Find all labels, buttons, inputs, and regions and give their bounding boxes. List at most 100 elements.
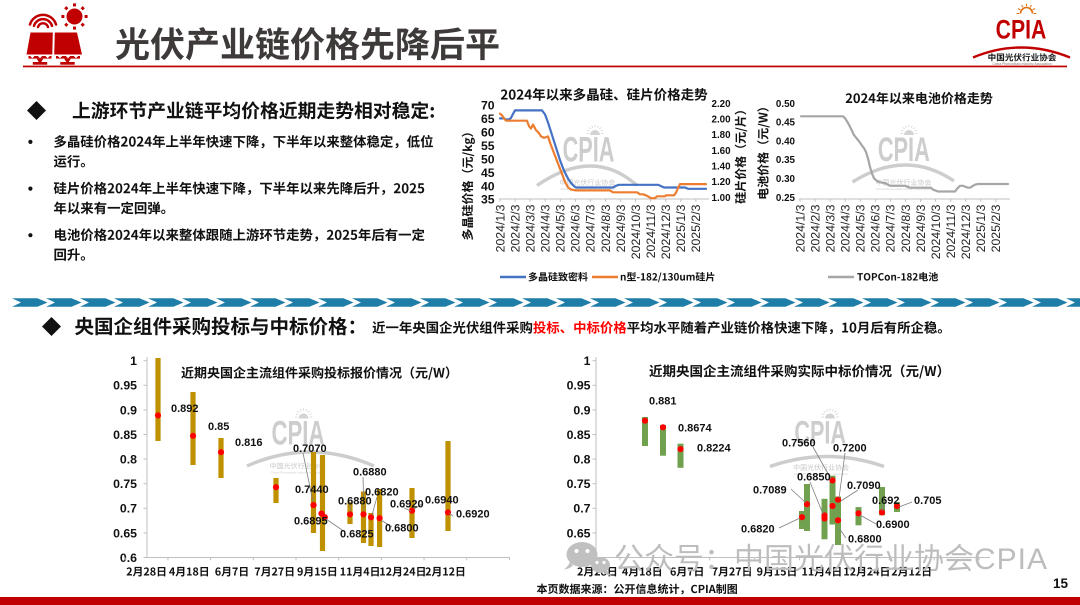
svg-text:0.7070: 0.7070 [293, 443, 327, 455]
svg-text:0.75: 0.75 [567, 477, 591, 491]
svg-text:1.00: 1.00 [712, 193, 732, 204]
svg-text:2024/12/3: 2024/12/3 [659, 204, 673, 259]
svg-text:CPIA: CPIA [878, 131, 930, 169]
svg-text:0.6920: 0.6920 [456, 509, 490, 521]
svg-text:2024/11/3: 2024/11/3 [644, 204, 658, 258]
svg-text:2024/7/3: 2024/7/3 [584, 204, 598, 252]
svg-text:2025/1/3: 2025/1/3 [674, 204, 688, 252]
svg-text:China Photovoltaic Industry As: China Photovoltaic Industry Association [560, 187, 614, 191]
svg-text:0.85: 0.85 [113, 428, 137, 442]
svg-text:0.6800: 0.6800 [385, 523, 419, 535]
svg-text:2024/6/3: 2024/6/3 [869, 204, 883, 252]
svg-text:40: 40 [481, 179, 495, 193]
svg-text:35: 35 [481, 193, 495, 207]
svg-text:2024/12/3: 2024/12/3 [959, 204, 973, 259]
svg-text:2024/6/3: 2024/6/3 [569, 204, 583, 252]
svg-text:China Photovoltaic Industry As: China Photovoltaic Industry Association [794, 472, 848, 476]
svg-text:2025/2/3: 2025/2/3 [689, 204, 703, 252]
svg-text:1.80: 1.80 [712, 130, 732, 141]
svg-text:0.7090: 0.7090 [847, 480, 881, 492]
svg-text:0.7440: 0.7440 [295, 484, 329, 496]
svg-text:0.45: 0.45 [776, 118, 796, 129]
svg-text:2024/8/3: 2024/8/3 [899, 204, 913, 252]
svg-text:0.6: 0.6 [120, 551, 137, 565]
svg-text:0.6880: 0.6880 [353, 467, 387, 479]
svg-text:0.65: 0.65 [113, 526, 137, 540]
svg-text:China Photovoltaic Industry As: China Photovoltaic Industry Association [876, 187, 930, 191]
svg-text:50: 50 [481, 152, 495, 166]
svg-text:1: 1 [584, 354, 591, 368]
svg-text:0.85: 0.85 [208, 421, 229, 433]
svg-text:1.60: 1.60 [712, 146, 732, 157]
svg-text:0.7200: 0.7200 [833, 443, 867, 455]
svg-text:0.892: 0.892 [171, 403, 199, 415]
svg-text:CPIA: CPIA [974, 543, 1048, 576]
svg-text:China Photovoltaic Industry As: China Photovoltaic Industry Association [271, 471, 325, 475]
svg-text:0.692: 0.692 [872, 495, 900, 507]
svg-text:2024/7/3: 2024/7/3 [884, 204, 898, 252]
svg-text:CPIA: CPIA [996, 15, 1047, 45]
svg-text:0.7089: 0.7089 [753, 485, 787, 497]
svg-text:China Photovoltaic Industry As: China Photovoltaic Industry Association [992, 62, 1051, 66]
svg-text:0.30: 0.30 [776, 174, 796, 185]
svg-text:0.6895: 0.6895 [294, 516, 328, 528]
svg-text:1: 1 [130, 354, 137, 368]
svg-text:2024/9/3: 2024/9/3 [614, 204, 628, 252]
svg-text:2024/11/3: 2024/11/3 [944, 204, 958, 258]
svg-text:2024/2/3: 2024/2/3 [508, 204, 522, 252]
svg-text:2024/5/3: 2024/5/3 [554, 204, 568, 252]
svg-text:0.6825: 0.6825 [340, 529, 374, 541]
svg-text:0.50: 0.50 [776, 99, 796, 110]
svg-text:0.7: 0.7 [573, 502, 590, 516]
svg-text:0.6880: 0.6880 [338, 496, 372, 508]
svg-text:2024/4/3: 2024/4/3 [539, 204, 553, 252]
svg-text:2024/9/3: 2024/9/3 [914, 204, 928, 252]
svg-text:2024/3/3: 2024/3/3 [823, 204, 837, 252]
svg-text:2024/5/3: 2024/5/3 [854, 204, 868, 252]
svg-text:0.40: 0.40 [776, 136, 796, 147]
svg-text:2024/10/3: 2024/10/3 [929, 204, 943, 259]
svg-text:0.6820: 0.6820 [741, 524, 775, 536]
svg-text:2024/10/3: 2024/10/3 [629, 204, 643, 259]
svg-text:0.35: 0.35 [776, 155, 796, 166]
svg-text:0.8674: 0.8674 [678, 423, 713, 435]
svg-text:2024/1/3: 2024/1/3 [493, 204, 507, 252]
svg-text:0.6850: 0.6850 [797, 472, 831, 484]
svg-text:0.25: 0.25 [776, 193, 796, 204]
svg-text:0.7560: 0.7560 [782, 438, 816, 450]
svg-text:2025/1/3: 2025/1/3 [974, 204, 988, 252]
svg-text:CPIA: CPIA [272, 415, 325, 453]
svg-text:2024/4/3: 2024/4/3 [839, 204, 853, 252]
svg-text:0.95: 0.95 [567, 379, 591, 393]
svg-text:0.85: 0.85 [567, 428, 591, 442]
svg-text:2.20: 2.20 [712, 99, 732, 110]
svg-text:60: 60 [481, 126, 495, 140]
svg-text:65: 65 [481, 112, 495, 126]
svg-text:2024/1/3: 2024/1/3 [793, 204, 807, 252]
svg-text:0.8: 0.8 [120, 453, 137, 467]
svg-text:2024/3/3: 2024/3/3 [523, 204, 537, 252]
svg-text:1.20: 1.20 [712, 177, 732, 188]
svg-text:15: 15 [1053, 576, 1069, 591]
svg-text:0.816: 0.816 [235, 437, 263, 449]
svg-text:0.881: 0.881 [649, 396, 677, 408]
svg-text:0.9: 0.9 [120, 403, 137, 417]
svg-text:0.6820: 0.6820 [365, 487, 399, 499]
svg-text:0.6800: 0.6800 [848, 534, 882, 546]
svg-text:0.6920: 0.6920 [390, 499, 424, 511]
svg-text:55: 55 [481, 139, 495, 153]
svg-text:1.40: 1.40 [712, 161, 732, 172]
svg-text:0.705: 0.705 [914, 495, 942, 507]
svg-text:45: 45 [481, 166, 495, 180]
svg-text:0.65: 0.65 [567, 526, 591, 540]
svg-text:2024/8/3: 2024/8/3 [599, 204, 613, 252]
svg-text:0.6940: 0.6940 [425, 495, 459, 507]
svg-text:2025/2/3: 2025/2/3 [989, 204, 1003, 252]
svg-text:0.95: 0.95 [113, 379, 137, 393]
svg-text:0.6900: 0.6900 [876, 519, 910, 531]
svg-text:CPIA: CPIA [794, 414, 846, 450]
svg-text:0.8: 0.8 [573, 453, 590, 467]
svg-text:CPIA: CPIA [563, 131, 615, 169]
svg-text:70: 70 [481, 99, 495, 113]
svg-text:2024/2/3: 2024/2/3 [808, 204, 822, 252]
